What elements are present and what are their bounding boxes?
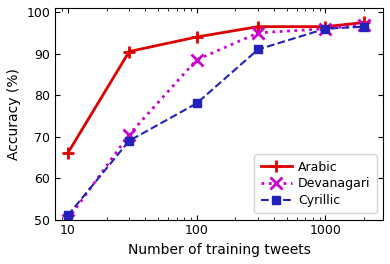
Devanagari [362,23,367,26]
Devanagari [194,58,199,62]
Devanagari [66,218,70,221]
Legend: Arabic, Devanagari, Cyrillic: Arabic, Devanagari, Cyrillic [254,154,377,213]
Line: Arabic: Arabic [62,17,370,159]
Arabic [194,35,199,39]
Line: Devanagari: Devanagari [62,18,370,226]
Arabic [362,21,367,24]
Cyrillic [194,102,199,105]
Devanagari [127,133,131,136]
Cyrillic [323,27,328,30]
Line: Cyrillic: Cyrillic [64,22,369,220]
Cyrillic [362,25,367,28]
X-axis label: Number of training tweets: Number of training tweets [128,243,310,257]
Cyrillic [127,139,131,142]
Arabic [256,25,261,28]
Cyrillic [256,48,261,51]
Cyrillic [66,214,70,217]
Arabic [323,25,328,28]
Arabic [66,152,70,155]
Y-axis label: Accuracy (%): Accuracy (%) [7,68,21,160]
Devanagari [323,27,328,30]
Arabic [127,50,131,53]
Devanagari [256,31,261,34]
